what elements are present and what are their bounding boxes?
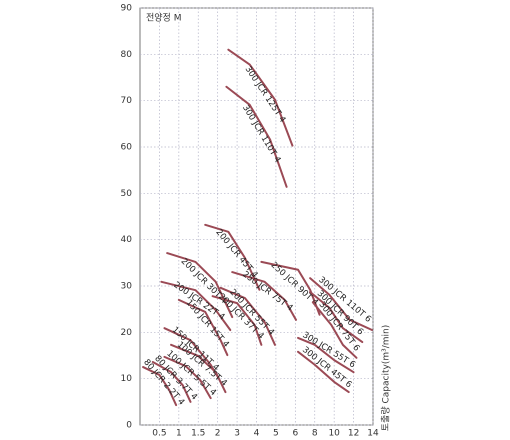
y-tick-label: 60 [121, 143, 133, 153]
y-tick-label: 0 [126, 421, 132, 431]
pump-curve [311, 301, 358, 359]
x-tick-label: 6 [292, 429, 298, 439]
y-tick-label: 50 [121, 189, 133, 199]
pump-curve [309, 277, 374, 332]
y-tick-label: 40 [121, 235, 133, 245]
pump-curve [163, 355, 212, 400]
x-tick-label: 1.5 [191, 429, 205, 439]
pump-curve [204, 223, 261, 291]
y-tick-label: 90 [121, 4, 133, 14]
y-tick-label: 20 [121, 328, 133, 338]
pump-curve [177, 298, 229, 357]
x-axis-label: 토출량 Capacity(m³/min) [380, 325, 392, 431]
x-tick-label: 14 [367, 429, 379, 439]
x-tick-label: 3 [234, 429, 240, 439]
x-tick-label: 4 [254, 429, 260, 439]
pump-curve [231, 271, 298, 321]
x-tick-label: 5 [273, 429, 279, 439]
pump-curve [151, 360, 192, 403]
x-tick-label: 8 [312, 429, 318, 439]
pump-curve [297, 336, 355, 374]
pump-curve [297, 350, 350, 394]
pump-curve [225, 85, 288, 188]
curve-label: 200 JCR 45T 4 [213, 227, 259, 280]
x-tick-label: 10 [328, 429, 340, 439]
pump-curve [227, 48, 294, 147]
y-tick-label: 30 [121, 282, 133, 292]
y-tick-label: 10 [121, 374, 133, 384]
pump-curve [160, 280, 232, 332]
x-tick-label: 12 [348, 429, 359, 439]
pump-curve [309, 291, 364, 344]
y-axis-label: 전양정 M [146, 13, 181, 24]
y-tick-label: 80 [121, 50, 133, 60]
x-tick-label: 0.5 [152, 429, 166, 439]
pump-curve [260, 260, 321, 316]
x-tick-label: 2 [215, 429, 221, 439]
pump-curve [219, 286, 276, 346]
x-tick-label: 1 [176, 429, 182, 439]
pump-curve [211, 295, 263, 346]
y-tick-label: 70 [121, 96, 133, 106]
pump-curve [142, 366, 178, 407]
pump-curve [170, 343, 227, 394]
